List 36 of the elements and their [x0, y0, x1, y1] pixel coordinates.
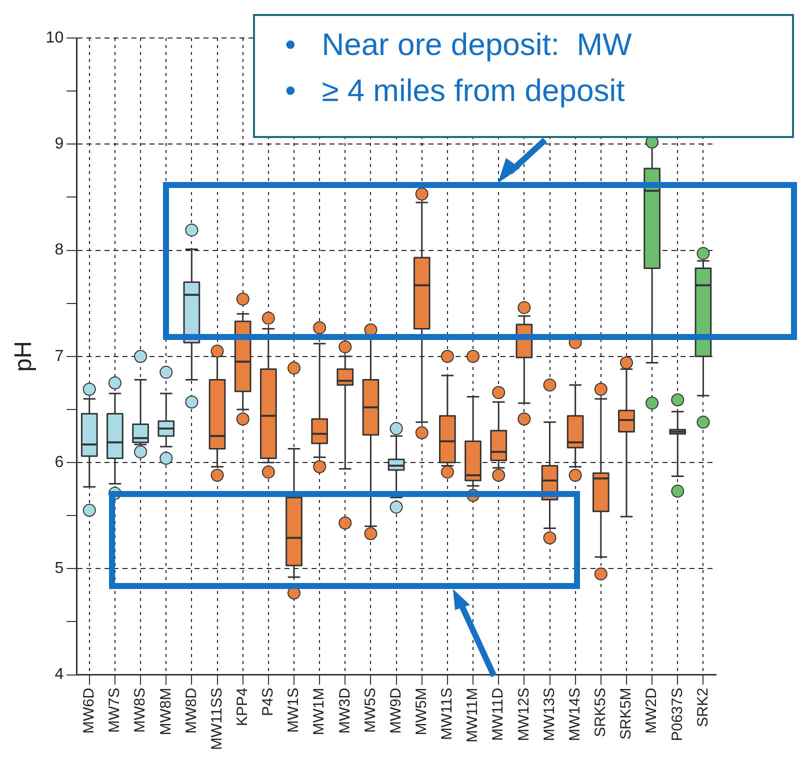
x-tick-label: P4S [260, 688, 277, 716]
x-tick-label: MW12S [515, 688, 532, 742]
y-tick-label: 10 [46, 29, 64, 46]
x-tick-label: SRK5M [618, 688, 635, 740]
x-tick-label: MW5M [413, 688, 430, 736]
x-tick-label: MW11M [464, 688, 482, 742]
y-tick-label: 7 [54, 348, 64, 365]
x-tick-label: KPP4 [234, 688, 251, 726]
y-tick-label: 8 [54, 242, 64, 259]
annotation: • Near ore deposit: MW [285, 26, 633, 64]
y-tick-label: 9 [54, 136, 64, 153]
x-tick-label: MW6D [80, 688, 98, 734]
x-tick-label: MW13S [540, 688, 558, 742]
y-tick-label: 5 [54, 560, 64, 578]
x-tick-label: MW11SS [208, 688, 226, 750]
callout-box: • Near ore deposit: MW • ≥ 4 miles from deposit [253, 14, 794, 138]
x-tick-label: MW14S [566, 688, 584, 742]
x-tick-label: MW3D [336, 688, 354, 734]
x-tick-label: P0637S [668, 688, 686, 742]
y-axis-title: pH [10, 341, 38, 372]
x-tick-label: MW8M [157, 688, 174, 736]
x-tick-label: MW2D [643, 688, 660, 734]
annotation: • ≥ 4 miles from deposit [285, 72, 626, 110]
x-tick-label: MW11S [438, 688, 456, 740]
x-tick-label: MW1M [310, 688, 328, 736]
x-tick-label: SRK2 [694, 688, 712, 727]
x-tick-label: MW11D [490, 688, 507, 741]
y-tick-label: 6 [54, 454, 64, 471]
y-tick-label: 4 [54, 666, 64, 684]
x-tick-label: MW8D [182, 688, 200, 734]
x-tick-label: MW5S [362, 688, 379, 733]
x-tick-label: MW8S [132, 688, 149, 733]
x-tick-label: MW1S [285, 688, 302, 733]
x-tick-label: SRK5S [592, 688, 610, 737]
x-tick-label: MW9D [387, 688, 404, 734]
x-tick-label: MW7S [106, 688, 124, 733]
